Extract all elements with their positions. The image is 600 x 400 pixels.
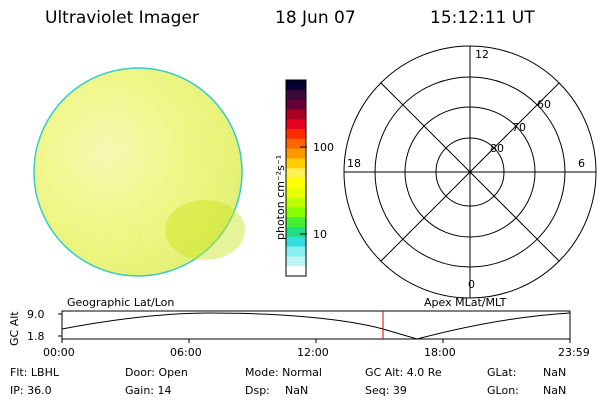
colorbar-segment <box>286 148 306 159</box>
status-door: Door: Open <box>125 366 188 379</box>
colorbar-segment <box>286 266 306 277</box>
timeline-xtick-0000: 00:00 <box>43 346 75 359</box>
colorbar-label-100: 100 <box>313 141 334 154</box>
polar-lat-80: 80 <box>490 142 504 155</box>
timeline-xtick-1800: 18:00 <box>424 346 456 359</box>
colorbar-segment <box>286 168 306 179</box>
page-title: Ultraviolet Imager <box>45 8 199 28</box>
colorbar-label-10: 10 <box>313 228 327 241</box>
colorbar-segment <box>286 80 306 91</box>
polar-lat-60: 60 <box>537 98 551 111</box>
earth-disk-image <box>33 67 245 277</box>
status-ip: IP: 36.0 <box>10 384 52 397</box>
polar-label-top: 12 <box>475 48 489 61</box>
status-glon-label: GLon: <box>487 384 519 397</box>
timeline-ylabel: GC Alt <box>8 311 21 346</box>
status-gc-alt: GC Alt: 4.0 Re <box>365 366 442 379</box>
colorbar-segment <box>286 119 306 130</box>
status-dsp-label: Dsp: <box>245 384 270 397</box>
colorbar-segment <box>286 138 306 150</box>
colorbar-segment <box>286 178 306 189</box>
colorbar-segment <box>286 99 306 110</box>
timeline-ytick-9: 9.0 <box>27 308 45 321</box>
colorbar-segment <box>286 256 306 267</box>
status-dsp-value: NaN <box>285 384 309 397</box>
colorbar-segment <box>286 89 306 101</box>
timeline-left-label: Geographic Lat/Lon <box>67 296 175 309</box>
timeline-xtick-1200: 12:00 <box>297 346 329 359</box>
timeline-ytick-1-8: 1.8 <box>27 330 45 343</box>
status-filter: Flt: LBHL <box>10 366 59 379</box>
status-seq: Seq: 39 <box>365 384 407 397</box>
colorbar-segment <box>286 129 306 140</box>
colorbar-segment <box>286 236 306 248</box>
colorbar-segment <box>286 207 306 218</box>
polar-label-bottom: 0 <box>468 278 475 291</box>
color-bar <box>285 79 307 277</box>
status-gain: Gain: 14 <box>125 384 172 397</box>
timeline-xtick-0600: 06:00 <box>170 346 202 359</box>
timeline-right-label: Apex MLat/MLT <box>424 296 507 309</box>
polar-lat-70: 70 <box>512 121 526 134</box>
colorbar-segment <box>286 109 306 120</box>
colorbar-unit-label: photon cm⁻²s⁻¹ <box>274 154 287 240</box>
colorbar-segment <box>286 246 306 257</box>
timeline-xtick-2359: 23:59 <box>558 346 590 359</box>
polar-grid <box>343 45 597 299</box>
status-glat-label: GLat: <box>487 366 517 379</box>
date-label: 18 Jun 07 <box>275 8 356 28</box>
time-label: 15:12:11 UT <box>430 8 535 28</box>
altitude-timeline-plot <box>58 310 571 343</box>
status-glat-value: NaN <box>543 366 567 379</box>
colorbar-segment <box>286 217 306 228</box>
colorbar-segment <box>286 197 306 208</box>
status-mode: Mode: Normal <box>245 366 322 379</box>
status-glon-value: NaN <box>543 384 567 397</box>
polar-label-left: 18 <box>347 157 361 170</box>
colorbar-segment <box>286 227 306 238</box>
colorbar-frame <box>285 79 307 277</box>
colorbar-segment <box>286 158 306 169</box>
polar-label-right: 6 <box>578 157 585 170</box>
colorbar-segment <box>286 187 306 199</box>
